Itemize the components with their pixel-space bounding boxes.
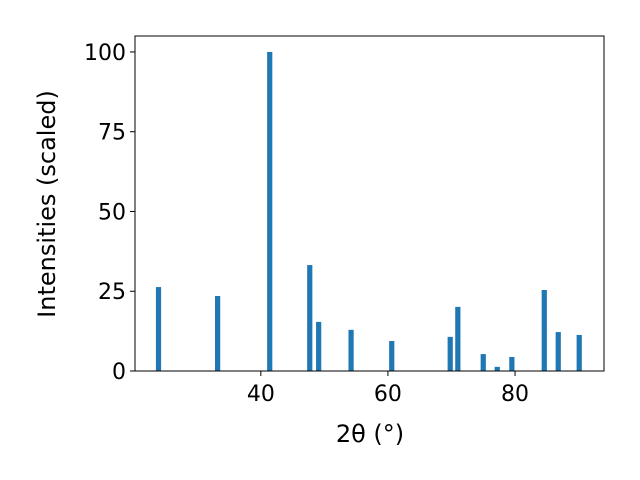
y-tick-label: 100 xyxy=(84,41,126,66)
bar xyxy=(267,51,273,371)
x-axis-label: 2θ (°) xyxy=(336,420,404,448)
bar xyxy=(541,289,547,371)
bar xyxy=(555,332,561,371)
bar xyxy=(480,354,486,371)
y-tick-label: 75 xyxy=(98,121,126,146)
bar xyxy=(307,265,313,371)
bar xyxy=(348,329,354,371)
bar xyxy=(155,287,162,371)
bar xyxy=(455,306,461,371)
bar xyxy=(494,366,500,371)
x-tick-label: 80 xyxy=(501,382,529,407)
x-tick-label: 40 xyxy=(247,382,275,407)
y-tick-label: 50 xyxy=(98,200,126,225)
bar xyxy=(509,356,515,371)
y-axis-label: Intensities (scaled) xyxy=(33,90,61,318)
bar xyxy=(316,321,322,371)
x-tick-label: 60 xyxy=(374,382,402,407)
bar xyxy=(215,296,221,371)
y-tick-label: 25 xyxy=(98,280,126,305)
y-tick-label: 0 xyxy=(112,360,126,385)
plot-frame xyxy=(134,35,605,372)
bar xyxy=(447,336,453,371)
bar xyxy=(576,334,582,371)
bar xyxy=(389,341,395,371)
